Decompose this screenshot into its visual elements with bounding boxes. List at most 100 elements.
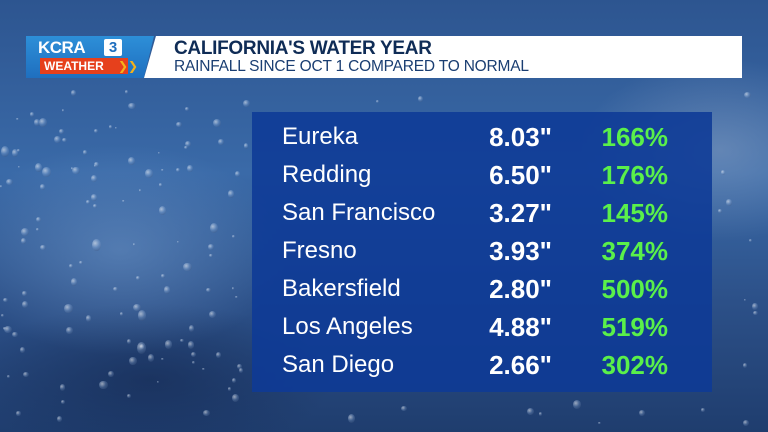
raindrop — [133, 304, 142, 312]
raindrop — [33, 119, 41, 126]
page-subtitle: RAINFALL SINCE OCT 1 COMPARED TO NORMAL — [174, 58, 529, 75]
raindrop — [64, 304, 73, 313]
percent-of-normal: 145% — [601, 198, 669, 228]
title-bar — [144, 36, 742, 78]
raindrop — [721, 170, 725, 175]
raindrop — [90, 174, 97, 182]
raindrop — [183, 262, 192, 272]
city-name: Los Angeles — [282, 313, 413, 340]
raindrop — [61, 109, 65, 113]
raindrop — [60, 400, 65, 405]
city-name: Fresno — [282, 237, 357, 264]
raindrop — [232, 394, 240, 403]
rainfall-amount: 8.03" — [489, 122, 552, 152]
raindrop — [112, 286, 118, 292]
raindrop — [17, 165, 20, 169]
raindrop — [572, 399, 582, 409]
rainfall-amount: 2.80" — [489, 274, 552, 304]
raindrop — [5, 178, 14, 186]
raindrop — [188, 325, 194, 333]
raindrop — [39, 245, 46, 251]
logo-channel: 3 — [104, 39, 122, 56]
raindrop — [376, 99, 379, 103]
raindrop — [749, 239, 753, 243]
raindrop — [0, 314, 4, 317]
kcra-logo: KCRA 3 WEATHER ❯❯ — [26, 36, 154, 78]
table-row: Bakersfield 2.80" 500% — [252, 270, 712, 308]
header-banner: KCRA 3 WEATHER ❯❯ CALIFORNIA'S WATER YEA… — [26, 36, 742, 78]
raindrop — [348, 413, 356, 423]
raindrop — [743, 298, 746, 301]
raindrop — [234, 171, 241, 178]
raindrop — [12, 149, 18, 158]
raindrop — [163, 286, 170, 294]
logo-brand: KCRA — [38, 38, 86, 57]
raindrop — [147, 354, 155, 363]
raindrop — [91, 194, 98, 201]
raindrop — [185, 141, 192, 148]
raindrop — [202, 368, 205, 371]
raindrop — [216, 351, 222, 358]
raindrop — [157, 381, 160, 383]
city-name: San Diego — [282, 351, 395, 378]
raindrop — [99, 380, 108, 390]
raindrop — [62, 138, 67, 143]
raindrop — [202, 410, 210, 417]
city-name: Eureka — [282, 123, 359, 150]
raindrop — [34, 162, 42, 172]
raindrop — [36, 228, 39, 232]
raindrop — [185, 107, 189, 111]
rainfall-amount: 6.50" — [489, 160, 552, 190]
raindrop — [725, 198, 733, 206]
raindrop — [125, 90, 129, 94]
raindrop — [79, 260, 84, 264]
raindrop — [138, 188, 141, 192]
table-row: Eureka 8.03" 166% — [252, 118, 712, 156]
raindrop — [93, 204, 98, 209]
raindrop — [93, 164, 97, 167]
raindrop — [2, 297, 8, 303]
raindrop — [742, 419, 750, 426]
city-name: San Francisco — [282, 199, 436, 226]
raindrop — [94, 162, 99, 168]
raindrop — [71, 167, 74, 171]
raindrop — [232, 377, 237, 383]
raindrop — [57, 415, 63, 422]
rainfall-amount: 3.93" — [489, 236, 552, 266]
raindrop — [35, 216, 41, 223]
raindrop — [114, 126, 118, 130]
percent-of-normal: 500% — [601, 274, 669, 304]
raindrop — [119, 311, 123, 316]
raindrop — [126, 393, 132, 399]
table-row: Los Angeles 4.88" 519% — [252, 308, 712, 346]
raindrop — [177, 241, 180, 244]
raindrop — [237, 363, 243, 369]
raindrop — [209, 253, 213, 257]
rainfall-amount: 2.66" — [489, 350, 552, 380]
percent-of-normal: 176% — [601, 160, 669, 190]
percent-of-normal: 374% — [601, 236, 669, 266]
raindrop — [93, 129, 98, 134]
raindrop — [66, 327, 73, 335]
raindrop — [6, 375, 10, 379]
raindrop — [235, 296, 238, 298]
raindrop — [752, 310, 759, 316]
raindrop — [122, 199, 126, 203]
table-row: San Francisco 3.27" 145% — [252, 194, 712, 232]
raindrop — [3, 326, 12, 334]
raindrop — [187, 341, 195, 349]
raindrop — [59, 384, 66, 391]
raindrop — [138, 310, 147, 321]
raindrop — [58, 128, 64, 135]
raindrop — [128, 102, 136, 110]
raindrop — [42, 166, 51, 178]
raindrop — [108, 124, 113, 129]
chevron-right-icon: ❯❯ — [118, 59, 139, 73]
raindrop — [128, 157, 135, 165]
raindrop — [161, 357, 165, 361]
raindrop — [161, 274, 165, 278]
rainfall-amount: 4.88" — [489, 312, 552, 342]
raindrop — [159, 183, 162, 187]
raindrop — [175, 167, 180, 172]
raindrop — [209, 222, 219, 234]
